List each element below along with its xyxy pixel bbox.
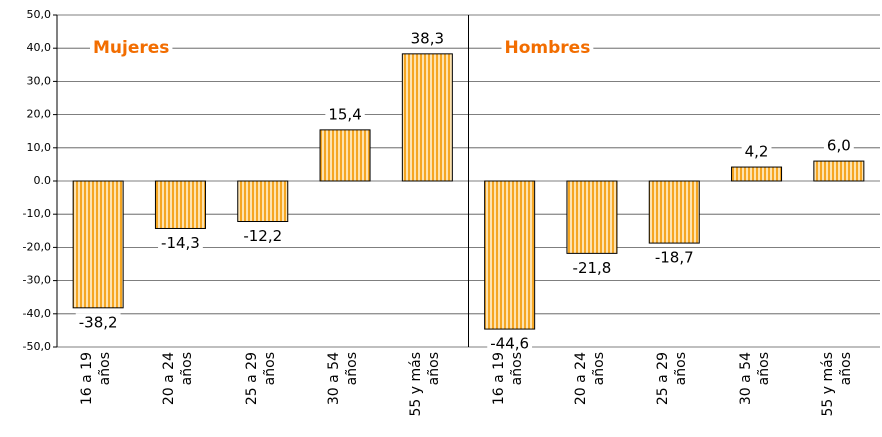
y-tick-label: -40,0: [23, 307, 51, 320]
value-label-bg: [741, 142, 772, 161]
y-tick-label: 10,0: [27, 141, 52, 154]
y-tick-label: -30,0: [23, 274, 51, 287]
value-label: -14,3: [161, 234, 200, 252]
bar: [237, 180, 289, 223]
y-tick-label: -50,0: [23, 340, 51, 353]
value-label-bg: [651, 248, 697, 267]
value-label: 15,4: [328, 105, 361, 123]
value-label-bg: [823, 136, 854, 155]
bar: [154, 180, 206, 229]
x-tick-label: 20 a 24 años: [161, 352, 196, 406]
value-label: -21,8: [573, 259, 612, 277]
value-label-bg: [75, 313, 121, 332]
x-tick-label: 20 a 24 años: [572, 352, 607, 406]
group-title-bg: [501, 38, 594, 59]
value-label: -12,2: [243, 227, 282, 245]
y-tick-label: -20,0: [23, 240, 51, 253]
value-label: 38,3: [411, 29, 444, 47]
x-tick-label: 25 a 29 años: [243, 352, 278, 406]
bar: [319, 129, 371, 182]
value-label: -38,2: [79, 313, 118, 331]
bar: [484, 180, 536, 330]
x-tick-label: 16 a 19 años: [490, 352, 525, 406]
value-label: 6,0: [827, 137, 851, 155]
y-tick-label: 0.0: [34, 174, 52, 187]
x-tick-label: 25 a 29 años: [655, 352, 690, 406]
x-tick-label: 16 a 19 años: [79, 352, 114, 406]
bar: [813, 160, 865, 182]
value-label: -18,7: [655, 249, 694, 267]
value-label-bg: [487, 334, 533, 353]
group-title: Hombres: [505, 38, 591, 58]
value-label-bg: [158, 233, 203, 252]
bar: [401, 53, 453, 182]
bar: [731, 166, 783, 182]
x-tick-label: 30 a 54 años: [737, 352, 772, 406]
x-tick-label: 55 y más años: [819, 352, 854, 417]
y-tick-label: 40,0: [27, 41, 52, 54]
y-tick-label: 20,0: [27, 108, 52, 121]
x-tick-label: 30 a 54 años: [326, 352, 361, 406]
value-label-bg: [325, 105, 365, 124]
value-label: 4,2: [745, 143, 769, 161]
x-tick-label: 55 y más años: [408, 352, 443, 417]
y-tick-label: -10,0: [23, 207, 51, 220]
y-tick-label: 50,0: [27, 8, 52, 21]
value-label: -44,6: [490, 335, 529, 353]
y-tick-label: 30,0: [27, 74, 52, 87]
bar: [566, 180, 618, 254]
bar: [72, 180, 124, 309]
value-label-bg: [569, 258, 615, 277]
value-label-bg: [240, 227, 286, 246]
group-title-bg: [90, 38, 173, 59]
value-label-bg: [407, 29, 448, 48]
group-title: Mujeres: [93, 38, 169, 58]
bar: [648, 180, 700, 244]
